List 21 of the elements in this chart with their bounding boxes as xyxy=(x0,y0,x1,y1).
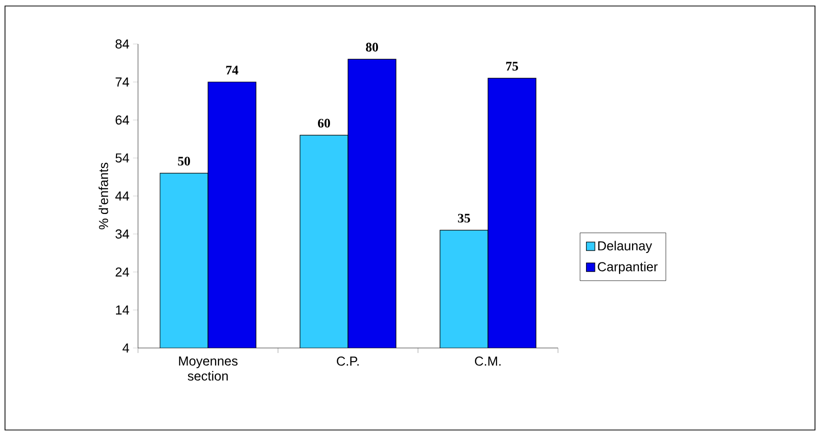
data-label: 50 xyxy=(178,156,190,166)
y-tick-label: 64 xyxy=(116,115,130,125)
legend-label: Carpantier xyxy=(598,262,658,274)
legend-label: Delaunay xyxy=(598,240,652,253)
x-tick-label: C.M. xyxy=(474,356,501,366)
x-tick-label: C.P. xyxy=(336,356,359,366)
data-label: 60 xyxy=(318,118,330,128)
y-tick-label: 34 xyxy=(116,229,130,239)
y-tick-label: 54 xyxy=(116,153,130,163)
y-tick-label: 24 xyxy=(116,267,130,277)
data-label: 74 xyxy=(226,66,238,74)
y-tick-label: 4 xyxy=(122,344,130,352)
y-tick-label: 74 xyxy=(116,78,130,86)
x-tick-label: Moyennes section xyxy=(179,356,238,381)
y-axis-title: % d'enfants xyxy=(98,162,108,230)
data-label: 80 xyxy=(366,42,378,52)
data-label: 75 xyxy=(506,62,518,71)
y-tick-label: 44 xyxy=(115,192,130,200)
y-tick-label: 14 xyxy=(116,306,130,314)
y-tick-label: 84 xyxy=(116,39,130,49)
data-label: 35 xyxy=(458,214,470,223)
